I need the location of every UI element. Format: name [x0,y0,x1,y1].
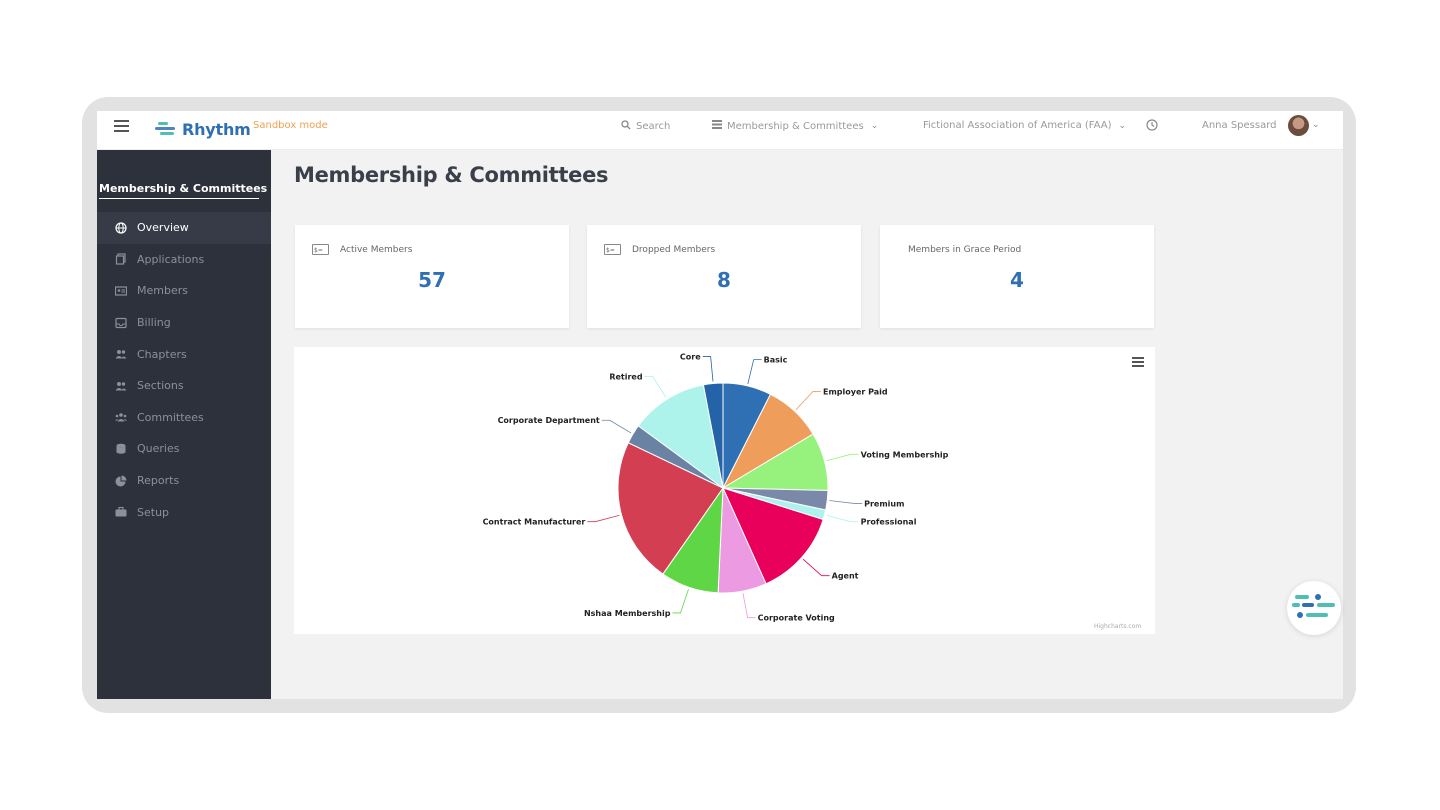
stat-label: Members in Grace Period [908,245,1022,255]
stat-card-dropped-members[interactable]: $= Dropped Members 8 [587,225,861,328]
avatar[interactable] [1288,115,1309,136]
user-name[interactable]: Anna Spessard [1202,120,1277,131]
sidebar-item-label: Queries [137,442,180,456]
pie-chart-icon [115,475,127,487]
sidebar-item-chapters[interactable]: Chapters [97,338,271,370]
sidebar-title: Membership & Committees [99,182,267,199]
menu-icon[interactable] [114,120,129,132]
data-label-corporate-voting: Corporate Voting [758,614,835,623]
connector-agent [802,558,830,577]
data-label-employer-paid: Employer Paid [823,387,888,396]
organization-name: Fictional Association of America (FAA) [923,120,1112,131]
sidebar-item-billing[interactable]: Billing [97,307,271,339]
sandbox-mode-label: Sandbox mode [253,120,328,131]
app-window: Rhythm Sandbox mode Search Membership & … [97,111,1343,699]
group-icon [115,411,127,423]
data-label-contract-manufacturer: Contract Manufacturer [483,518,586,527]
connector-corporate-voting [742,593,756,619]
pie-slice-retired[interactable] [637,384,724,490]
data-label-core: Core [680,353,701,362]
logo-mark-icon [155,121,177,137]
data-label-nshaa-membership: Nshaa Membership [584,609,671,618]
stat-value: 4 [1010,268,1024,292]
help-widget-button[interactable] [1287,581,1341,635]
data-label-voting-membership: Voting Membership [861,450,949,459]
sidebar-item-applications[interactable]: Applications [97,244,271,276]
data-label-agent: Agent [832,572,859,581]
connector-retired [644,375,667,398]
sidebar-item-label: Committees [137,410,204,424]
module-name: Membership & Committees [727,120,864,132]
sidebar-nav: Overview Applications Members Billing Ch… [97,212,271,528]
sidebar-item-overview[interactable]: Overview [97,212,271,244]
chevron-down-icon: ⌄ [1118,120,1127,131]
sidebar-item-sections[interactable]: Sections [97,370,271,402]
inbox-icon [115,317,127,329]
sidebar-item-label: Setup [137,505,170,519]
data-label-retired: Retired [609,372,643,381]
chevron-down-icon[interactable]: ⌄ [1312,120,1320,130]
cash-icon: $= [312,244,329,255]
connector-contract-manufacturer [587,514,620,523]
stat-value: 8 [717,268,731,292]
copy-icon [115,253,127,265]
sidebar-item-queries[interactable]: Queries [97,433,271,465]
stat-card-grace-period[interactable]: Members in Grace Period 4 [880,225,1154,328]
data-label-corporate-department: Corporate Department [498,416,600,425]
search-label: Search [636,121,671,132]
sidebar-item-label: Applications [137,252,205,266]
page-title: Membership & Committees [294,163,609,187]
sidebar: Membership & Committees Overview Applica… [97,150,271,699]
app-logo[interactable]: Rhythm [155,116,251,142]
data-label-basic: Basic [764,356,788,365]
connector-basic [747,359,762,385]
sidebar-item-label: Overview [137,221,189,235]
pie-chart-svg: Basic Employer Paid Voting Membership Premi… [483,353,949,623]
sidebar-item-setup[interactable]: Setup [97,496,271,528]
app-name: Rhythm [182,119,251,139]
history-icon[interactable] [1146,119,1158,131]
top-bar: Rhythm Sandbox mode Search Membership & … [97,111,1343,150]
users-icon [115,348,127,360]
sidebar-item-reports[interactable]: Reports [97,465,271,497]
users-icon [115,380,127,392]
sidebar-item-label: Sections [137,379,184,393]
pie-slice-agent[interactable] [722,487,824,585]
sidebar-item-committees[interactable]: Committees [97,402,271,434]
data-label-premium: Premium [864,499,904,508]
connector-employer-paid [795,391,821,410]
connector-corporate-department [601,419,632,434]
connector-premium [829,500,863,504]
stat-label: Active Members [340,245,413,255]
stat-label: Dropped Members [632,245,716,255]
connector-core [702,356,714,382]
data-label-professional: Professional [861,518,917,527]
organization-selector[interactable]: Fictional Association of America (FAA) ⌄ [923,120,1126,131]
chevron-down-icon: ⌄ [870,121,879,131]
sidebar-item-label: Billing [137,316,171,330]
chart-menu-icon[interactable] [1132,357,1144,369]
search-icon [621,120,631,133]
sidebar-item-label: Members [137,284,188,298]
database-icon [115,443,127,455]
membership-pie-chart: Basic Employer Paid Voting Membership Premi… [294,347,1155,634]
module-selector[interactable]: Membership & Committees ⌄ [712,120,878,132]
search-button[interactable]: Search [621,120,670,133]
chart-credit[interactable]: Highcharts.com [1094,623,1142,630]
connector-voting-membership [826,453,859,462]
sidebar-item-label: Chapters [137,347,187,361]
connector-professional [826,514,859,523]
cash-icon: $= [604,244,621,255]
stat-value: 57 [418,268,446,292]
globe-icon [115,222,127,234]
layers-icon [712,120,722,132]
toolbox-icon [115,506,127,518]
connector-nshaa-membership [672,589,689,614]
sidebar-item-label: Reports [137,474,180,488]
stat-card-active-members[interactable]: $= Active Members 57 [295,225,569,328]
id-card-icon [115,285,127,297]
pie-slice-core[interactable] [702,382,724,489]
sidebar-item-members[interactable]: Members [97,275,271,307]
